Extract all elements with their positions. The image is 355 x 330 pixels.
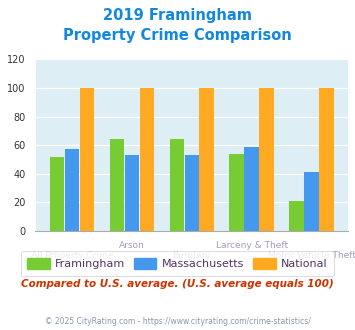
Bar [245, 147, 259, 231]
Text: Motor Vehicle Theft: Motor Vehicle Theft [268, 251, 355, 260]
Text: © 2025 CityRating.com - https://www.cityrating.com/crime-statistics/: © 2025 CityRating.com - https://www.city… [45, 317, 310, 326]
Bar [289, 201, 304, 231]
Text: Burglary: Burglary [173, 251, 211, 260]
Bar [80, 88, 94, 231]
Bar [260, 88, 274, 231]
Legend: Framingham, Massachusetts, National: Framingham, Massachusetts, National [21, 251, 334, 276]
Bar [140, 88, 154, 231]
Bar [304, 172, 319, 231]
Text: Compared to U.S. average. (U.S. average equals 100): Compared to U.S. average. (U.S. average … [21, 279, 334, 289]
Bar [110, 140, 124, 231]
Text: Arson: Arson [119, 241, 144, 250]
Bar [185, 155, 199, 231]
Bar [200, 88, 214, 231]
Bar [229, 154, 244, 231]
Text: Larceny & Theft: Larceny & Theft [215, 241, 288, 250]
Bar [65, 149, 79, 231]
Text: All Property Crime: All Property Crime [31, 251, 113, 260]
Bar [170, 140, 184, 231]
Bar [50, 157, 64, 231]
Bar [125, 155, 139, 231]
Text: 2019 Framingham: 2019 Framingham [103, 8, 252, 23]
Text: Property Crime Comparison: Property Crime Comparison [63, 28, 292, 43]
Bar [319, 88, 334, 231]
